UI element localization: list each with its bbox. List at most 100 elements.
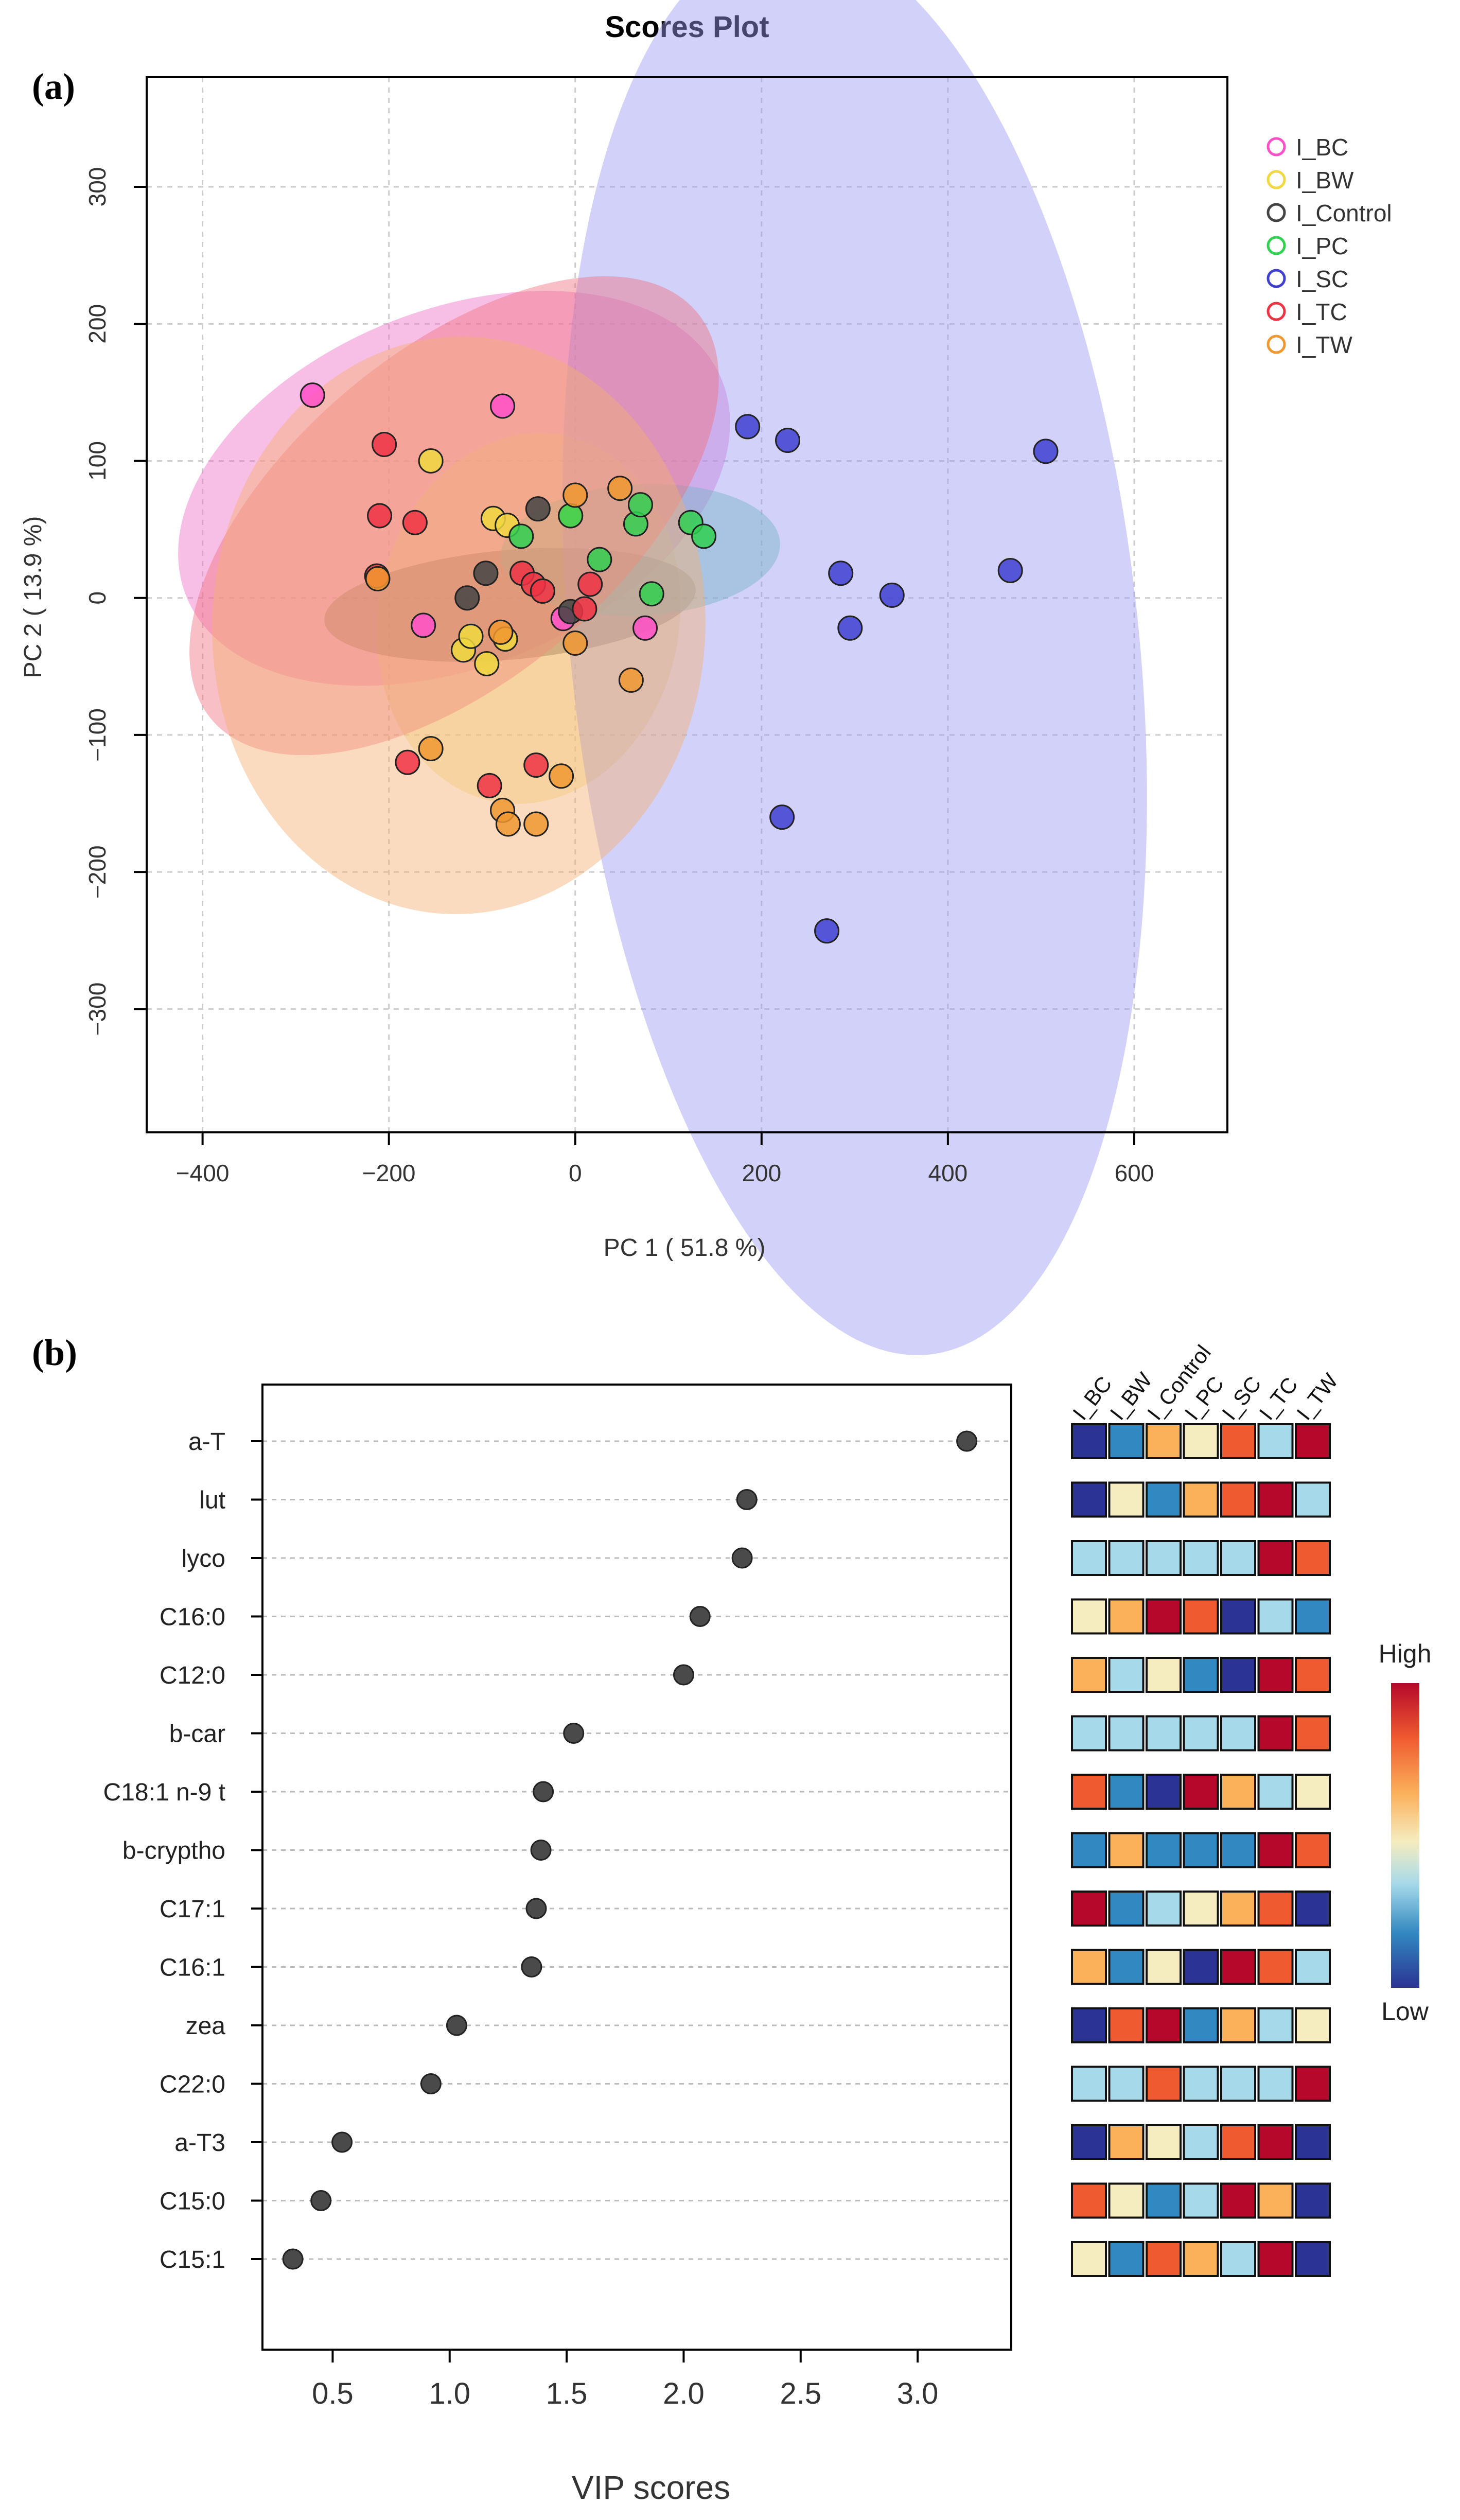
score-point-i-pc	[587, 547, 612, 572]
heatmap-cell	[1257, 1891, 1294, 1927]
legend-label: I_Control	[1296, 200, 1392, 226]
legend-marker	[1266, 269, 1286, 288]
y-tick-label: 0	[84, 591, 111, 605]
score-point-i-sc	[769, 804, 795, 830]
score-point-i-tw	[562, 631, 588, 656]
score-point-i-control	[454, 585, 480, 611]
vip-scores-panel: (b) a-T lut lyco C16:0 C12:0 b-car C18:1 n-9 t…	[32, 1332, 1431, 2506]
vip-feature-label: C22:0	[160, 2071, 225, 2098]
score-point-i-sc	[997, 557, 1023, 583]
heatmap-scale-low-label: Low	[1381, 1997, 1429, 2026]
score-point-i-tc	[395, 749, 420, 775]
score-point-i-bw	[418, 448, 444, 474]
vip-heatmap	[1071, 1423, 1331, 2277]
score-point-i-bc	[300, 382, 325, 408]
vip-feature-label: lut	[199, 1487, 225, 1514]
heatmap-cell	[1108, 1481, 1145, 1518]
heatmap-cell	[1071, 2007, 1107, 2043]
x-tick-label: 400	[928, 1160, 968, 1186]
heatmap-cell	[1146, 1832, 1182, 1868]
legend-marker	[1266, 302, 1286, 321]
heatmap-cell	[1183, 2124, 1219, 2160]
vip-score-dot	[533, 1781, 554, 1802]
heatmap-cell	[1108, 1832, 1145, 1868]
vip-x-tick-label: 3.0	[897, 2377, 939, 2410]
heatmap-cell	[1071, 2241, 1107, 2277]
heatmap-cell	[1108, 2241, 1145, 2277]
score-point-i-tw	[418, 736, 444, 762]
heatmap-cell	[1183, 1657, 1219, 1693]
heatmap-cell	[1220, 2124, 1256, 2160]
score-point-i-tw	[549, 763, 574, 789]
heatmap-cell	[1108, 2007, 1145, 2043]
vip-score-dot	[689, 1606, 711, 1627]
heatmap-cell	[1071, 1949, 1107, 1985]
heatmap-cell	[1257, 2182, 1294, 2219]
heatmap-column-header: I_TC	[1255, 1373, 1303, 1425]
heatmap-cell	[1220, 1891, 1256, 1927]
vip-score-dot	[521, 1956, 542, 1977]
vip-feature-label: C17:1	[160, 1896, 225, 1923]
score-point-i-tc	[530, 578, 555, 604]
score-point-i-sc	[837, 615, 863, 641]
heatmap-cell	[1146, 2007, 1182, 2043]
score-point-i-sc	[879, 582, 905, 608]
heatmap-scale-high-label: High	[1379, 1639, 1432, 1668]
heatmap-cell	[1146, 1949, 1182, 1985]
score-point-i-tc	[572, 596, 597, 622]
heatmap-column-header: I_BW	[1105, 1368, 1157, 1424]
heatmap-cell	[1295, 1715, 1331, 1752]
heatmap-cell	[1146, 2124, 1182, 2160]
heatmap-cell	[1108, 1423, 1145, 1459]
scores-plot-x-label: PC 1 ( 51.8 %)	[604, 1234, 766, 1262]
heatmap-cell	[1220, 1540, 1256, 1576]
heatmap-cell	[1257, 1949, 1294, 1985]
heatmap-cell	[1071, 1774, 1107, 1810]
score-point-i-tw	[618, 667, 644, 693]
vip-score-dot	[310, 2190, 332, 2211]
heatmap-cell	[1146, 1774, 1182, 1810]
heatmap-cell	[1108, 1891, 1145, 1927]
vip-feature-label: C15:1	[160, 2246, 225, 2273]
scores-plot-panel: (a) Scores Plot −400 −200 0 200 400 600 −300−…	[20, 0, 1392, 1355]
score-point-i-tw	[488, 619, 514, 645]
heatmap-cell	[1108, 1715, 1145, 1752]
score-point-i-tc	[477, 773, 502, 798]
scores-plot-points	[300, 382, 1059, 944]
heatmap-cell	[1257, 1657, 1294, 1693]
heatmap-cell	[1257, 1540, 1294, 1576]
heatmap-cell	[1295, 1949, 1331, 1985]
score-point-i-tw	[523, 811, 549, 837]
heatmap-cell	[1220, 2066, 1256, 2102]
vip-plot-x-label: VIP scores	[572, 2469, 730, 2506]
heatmap-cell	[1071, 2066, 1107, 2102]
heatmap-cell	[1257, 2007, 1294, 2043]
scores-plot-y-axis: −300 −200 −100 0 100 200 300	[84, 167, 147, 1036]
vip-x-tick-label: 2.0	[663, 2377, 705, 2410]
heatmap-cell	[1146, 2182, 1182, 2219]
heatmap-cell	[1108, 2124, 1145, 2160]
heatmap-cell	[1295, 1832, 1331, 1868]
scores-plot-x-axis: −400 −200 0 200 400 600	[176, 1132, 1154, 1186]
score-point-i-pc	[627, 492, 653, 518]
vip-score-dot	[731, 1547, 753, 1569]
scores-plot-title: Scores Plot	[605, 10, 769, 44]
vip-plot-x-axis: 0.5 1.0 1.5 2.0 2.5 3.0	[312, 2350, 938, 2410]
heatmap-cell	[1257, 2066, 1294, 2102]
heatmap-cell	[1146, 1540, 1182, 1576]
heatmap-cell	[1146, 1423, 1182, 1459]
heatmap-cell	[1220, 1423, 1256, 1459]
heatmap-cell	[1220, 1657, 1256, 1693]
x-tick-label: −400	[176, 1160, 230, 1186]
confidence-ellipse-i-tw	[212, 336, 706, 915]
legend-label: I_TC	[1296, 299, 1347, 325]
y-tick-label: −100	[84, 708, 111, 762]
vip-score-dot	[525, 1898, 547, 1919]
score-point-i-tc	[367, 503, 393, 529]
heatmap-cell	[1183, 1423, 1219, 1459]
score-point-i-bw	[474, 651, 500, 676]
vip-plot-grid	[251, 1440, 1011, 2260]
heatmap-cell	[1108, 1949, 1145, 1985]
heatmap-cell	[1071, 1423, 1107, 1459]
